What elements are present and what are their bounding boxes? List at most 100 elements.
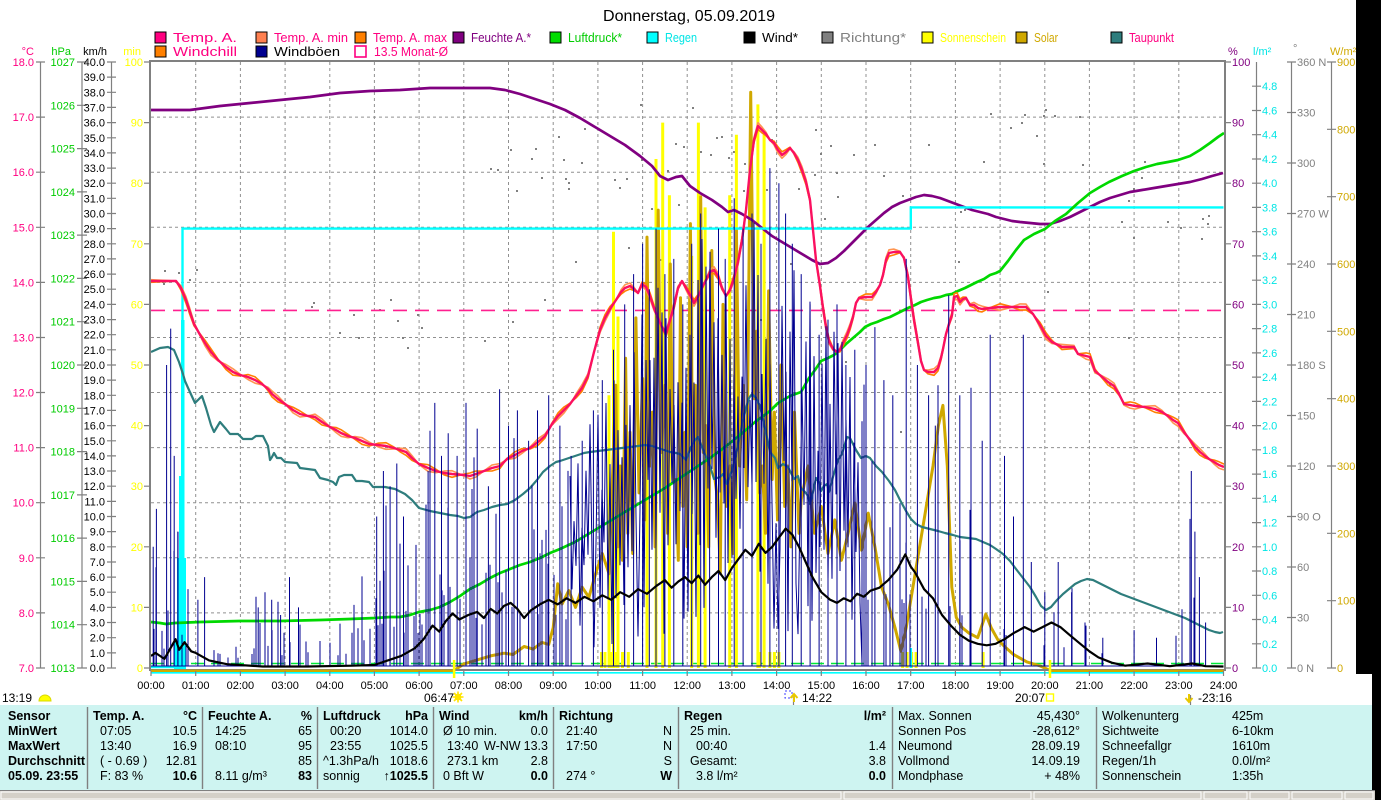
svg-text:23.0: 23.0 [84, 315, 105, 327]
svg-text:%: % [301, 709, 312, 723]
svg-text:1610m: 1610m [1232, 739, 1270, 753]
svg-text:Vollmond: Vollmond [898, 754, 949, 768]
svg-text:1013: 1013 [51, 663, 75, 675]
svg-text:21:00: 21:00 [1076, 680, 1104, 692]
svg-text:Feuchte A.: Feuchte A. [208, 709, 271, 723]
svg-text:6.0: 6.0 [90, 572, 105, 584]
svg-text:1020: 1020 [51, 360, 75, 372]
svg-text:8.0: 8.0 [19, 608, 34, 620]
svg-text:0: 0 [137, 663, 143, 675]
svg-text:12.0: 12.0 [84, 481, 105, 493]
svg-text:4.0: 4.0 [90, 602, 105, 614]
svg-text:11.0: 11.0 [13, 443, 34, 455]
svg-text:180 S: 180 S [1297, 360, 1326, 372]
svg-text:25.0: 25.0 [84, 284, 105, 296]
svg-text:00:00: 00:00 [137, 680, 165, 692]
svg-text:39.0: 39.0 [84, 72, 105, 84]
svg-text:360 N: 360 N [1297, 57, 1326, 69]
svg-text:4.2: 4.2 [1262, 154, 1277, 166]
svg-text:300: 300 [1297, 158, 1315, 170]
svg-text:60: 60 [1232, 299, 1244, 311]
svg-text:+ 48%: + 48% [1044, 769, 1080, 783]
svg-text:Wind: Wind [439, 709, 469, 723]
svg-text:03:00: 03:00 [271, 680, 299, 692]
svg-text:80: 80 [131, 178, 143, 190]
svg-text:2.0: 2.0 [1262, 421, 1277, 433]
svg-text:1.8: 1.8 [1262, 445, 1277, 457]
svg-text:Schneefallgr: Schneefallgr [1102, 739, 1172, 753]
svg-text:18.0: 18.0 [84, 390, 105, 402]
svg-text:Richtung*: Richtung* [840, 31, 906, 45]
svg-text:60: 60 [131, 299, 143, 311]
svg-text:1024: 1024 [51, 187, 75, 199]
svg-text:19:00: 19:00 [986, 680, 1014, 692]
svg-text:0.0l/m²: 0.0l/m² [1232, 754, 1270, 768]
svg-text:10: 10 [1232, 602, 1244, 614]
svg-text:13:40: 13:40 [447, 739, 478, 753]
svg-text:24:00: 24:00 [1210, 680, 1238, 692]
svg-text:Regen: Regen [665, 31, 697, 45]
svg-text:°C: °C [22, 46, 34, 58]
svg-text:28.0: 28.0 [84, 239, 105, 251]
svg-text:500: 500 [1337, 326, 1355, 338]
svg-text:18:00: 18:00 [942, 680, 970, 692]
svg-text:13.0: 13.0 [13, 333, 34, 345]
svg-text:1023: 1023 [51, 230, 75, 242]
svg-text:1027: 1027 [51, 57, 75, 69]
svg-text:0 Bft W: 0 Bft W [443, 769, 484, 783]
svg-text:Mondphase: Mondphase [898, 769, 963, 783]
svg-text:80: 80 [1232, 178, 1244, 190]
svg-text:9.0: 9.0 [19, 553, 34, 565]
svg-text:hPa: hPa [51, 46, 71, 58]
svg-text:10.5: 10.5 [173, 724, 197, 738]
svg-text:10: 10 [131, 602, 143, 614]
svg-text:85: 85 [298, 754, 312, 768]
svg-text:1022: 1022 [51, 273, 75, 285]
svg-text:05.09. 23:55: 05.09. 23:55 [8, 769, 78, 783]
svg-text:Sichtweite: Sichtweite [1102, 724, 1159, 738]
svg-text:36.0: 36.0 [84, 118, 105, 130]
svg-text:Sonnenschein: Sonnenschein [940, 31, 1006, 45]
svg-text:35.0: 35.0 [84, 133, 105, 145]
svg-text:13.3: 13.3 [524, 739, 548, 753]
svg-text:Max. Sonnen: Max. Sonnen [898, 709, 972, 723]
svg-text:65: 65 [298, 724, 312, 738]
svg-text:l/m²: l/m² [864, 709, 886, 723]
svg-text:W-NW: W-NW [484, 739, 521, 753]
svg-text:95: 95 [298, 739, 312, 753]
svg-text:07:00: 07:00 [450, 680, 478, 692]
svg-text:Taupunkt: Taupunkt [1129, 31, 1174, 45]
svg-text:14.09.19: 14.09.19 [1031, 754, 1080, 768]
svg-text:17.0: 17.0 [13, 112, 34, 124]
svg-text:°: ° [1293, 43, 1297, 55]
svg-text:21:40: 21:40 [566, 724, 597, 738]
svg-text:60: 60 [1297, 562, 1309, 574]
svg-text:31.0: 31.0 [84, 193, 105, 205]
svg-text:20.0: 20.0 [84, 360, 105, 372]
svg-text:11.0: 11.0 [84, 496, 105, 508]
svg-text:14:25: 14:25 [215, 724, 246, 738]
svg-text:20:00: 20:00 [1031, 680, 1059, 692]
svg-text:33.0: 33.0 [84, 163, 105, 175]
svg-text:Temp. A.: Temp. A. [93, 709, 144, 723]
svg-text:10.0: 10.0 [13, 498, 34, 510]
svg-text:150: 150 [1297, 411, 1315, 423]
svg-text:Windböen: Windböen [274, 45, 340, 59]
svg-text:F: 83 %: F: 83 % [100, 769, 143, 783]
svg-text:12:00: 12:00 [673, 680, 701, 692]
svg-text:km/h: km/h [83, 46, 107, 58]
svg-text:26.0: 26.0 [84, 269, 105, 281]
svg-text:sonnig: sonnig [323, 769, 360, 783]
svg-text:N: N [663, 724, 672, 738]
svg-text:0.0: 0.0 [531, 724, 548, 738]
svg-text:00:40: 00:40 [696, 739, 727, 753]
svg-text:Temp. A. max: Temp. A. max [373, 31, 448, 45]
svg-text:90 O: 90 O [1297, 512, 1321, 524]
svg-text:Donnerstag, 05.09.2019: Donnerstag, 05.09.2019 [603, 8, 775, 25]
svg-text:3.6: 3.6 [1262, 227, 1277, 239]
svg-text:100: 100 [1337, 596, 1355, 608]
svg-text:3.8: 3.8 [1262, 202, 1277, 214]
svg-text:40: 40 [1232, 421, 1244, 433]
svg-text:10.0: 10.0 [84, 512, 105, 524]
svg-text:S: S [664, 754, 672, 768]
